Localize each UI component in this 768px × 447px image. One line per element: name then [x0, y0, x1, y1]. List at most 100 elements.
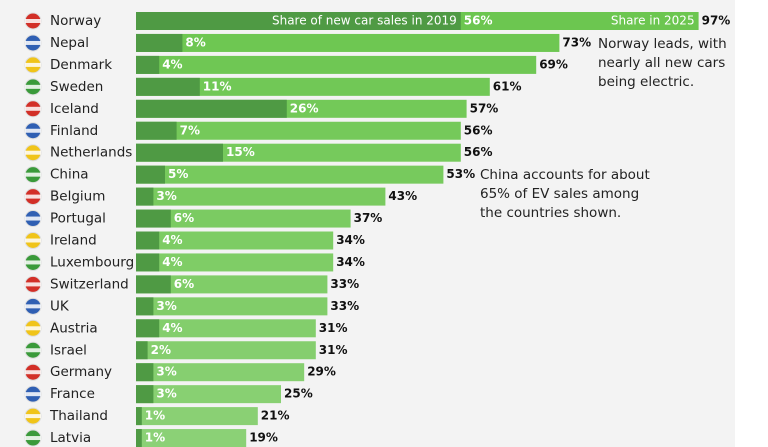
bar-2019: [136, 99, 287, 118]
bar-2025: [136, 209, 351, 228]
bar-2025: [136, 275, 328, 294]
value-label-2019: 3%: [156, 365, 176, 379]
value-label-2025: 25%: [284, 387, 313, 401]
value-label-2025: 73%: [562, 35, 591, 49]
bar-2025: [136, 231, 334, 250]
value-label-2019: 8%: [185, 35, 205, 49]
category-label: Ireland: [50, 233, 97, 249]
flag-stripe: [25, 106, 41, 111]
category-label: Germany: [50, 364, 112, 380]
value-label-2025: 43%: [388, 189, 417, 203]
bar-2019: [136, 77, 200, 96]
bar-2019: [136, 33, 183, 52]
legend-entry: Share of new car sales in 2019: [272, 14, 457, 28]
bar-2025: [136, 297, 328, 316]
value-label-2025: 37%: [354, 211, 383, 225]
bar-2019: [136, 341, 148, 360]
category-label: Netherlands: [50, 145, 132, 161]
flag-stripe: [25, 260, 41, 265]
bar-2025: [136, 429, 247, 447]
value-label-2025: 31%: [319, 343, 348, 357]
value-label-2019: 11%: [203, 79, 232, 93]
value-label-2019: 6%: [174, 277, 194, 291]
value-label-2019: 3%: [156, 189, 176, 203]
flag-stripe: [25, 194, 41, 199]
bar-2019: [136, 209, 171, 228]
flag-stripe: [25, 172, 41, 177]
bar-2019: [136, 253, 160, 272]
value-label-2025: 33%: [330, 277, 359, 291]
flag-stripe: [25, 40, 41, 45]
category-label: Iceland: [50, 101, 99, 117]
bar-2019: [136, 187, 154, 206]
flag-stripe: [25, 150, 41, 155]
value-label-2019: 3%: [156, 387, 176, 401]
category-label: Norway: [50, 13, 101, 29]
value-label-2019: 7%: [180, 123, 200, 137]
value-label-2019: 15%: [226, 145, 255, 159]
bar-2019: [136, 55, 160, 74]
flag-stripe: [25, 304, 41, 309]
bar-2025: [136, 253, 334, 272]
category-label: Switzerland: [50, 276, 129, 292]
bar-2019: [136, 121, 177, 140]
bar-2025: [136, 121, 461, 140]
value-label-2019: 1%: [145, 409, 165, 423]
value-label-2019: 3%: [156, 299, 176, 313]
category-label: Denmark: [50, 57, 112, 73]
bar-2019: [136, 319, 160, 338]
flag-stripe: [25, 392, 41, 397]
flag-stripe: [25, 348, 41, 353]
flag-stripe: [25, 370, 41, 375]
value-label-2025: 34%: [336, 255, 365, 269]
bar-2019: [136, 363, 154, 382]
bar-2025: [136, 363, 305, 382]
value-label-2025: 61%: [493, 79, 522, 93]
category-label: Austria: [50, 320, 98, 336]
bar-2025: [136, 165, 444, 184]
value-label-2025: 69%: [539, 57, 568, 71]
value-label-2019: 2%: [151, 343, 171, 357]
value-label-2019: 6%: [174, 211, 194, 225]
bar-2025: [136, 55, 537, 74]
legend-entry: Share in 2025: [611, 14, 695, 28]
flag-stripe: [25, 414, 41, 419]
value-label-2025: 31%: [319, 321, 348, 335]
flag-stripe: [25, 436, 41, 441]
value-label-2025: 29%: [307, 365, 336, 379]
category-label: China: [50, 167, 89, 183]
flag-stripe: [25, 282, 41, 287]
bar-2019: [136, 275, 171, 294]
category-label: Nepal: [50, 35, 89, 51]
value-label-2019: 56%: [464, 14, 493, 28]
category-label: Latvia: [50, 430, 91, 446]
value-label-2019: 1%: [145, 431, 165, 445]
value-label-2019: 4%: [162, 233, 182, 247]
value-label-2025: 21%: [261, 409, 290, 423]
annotation: Norway leads, with nearly all new cars b…: [598, 36, 727, 90]
category-label: Finland: [50, 123, 98, 139]
flag-stripe: [25, 326, 41, 331]
value-label-2025: 33%: [330, 299, 359, 313]
bar-2019: [136, 143, 223, 162]
bar-2019: [136, 297, 154, 316]
annotation: China accounts for about 65% of EV sales…: [480, 167, 650, 221]
bar-2019: [136, 165, 165, 184]
category-label: Israel: [50, 342, 87, 358]
value-label-2025: 19%: [249, 431, 278, 445]
value-label-2019: 4%: [162, 57, 182, 71]
bar-2025: [136, 33, 560, 52]
bar-2025: [136, 187, 386, 206]
bar-2019: [136, 407, 142, 426]
bar-2019: [136, 429, 142, 447]
bar-2025: [136, 341, 316, 360]
flag-stripe: [25, 84, 41, 89]
flag-stripe: [25, 216, 41, 221]
bar-2025: [136, 77, 490, 96]
flag-stripe: [25, 62, 41, 67]
bar-2025: [136, 385, 281, 404]
value-label-2025: 97%: [702, 14, 731, 28]
flag-stripe: [25, 19, 41, 23]
